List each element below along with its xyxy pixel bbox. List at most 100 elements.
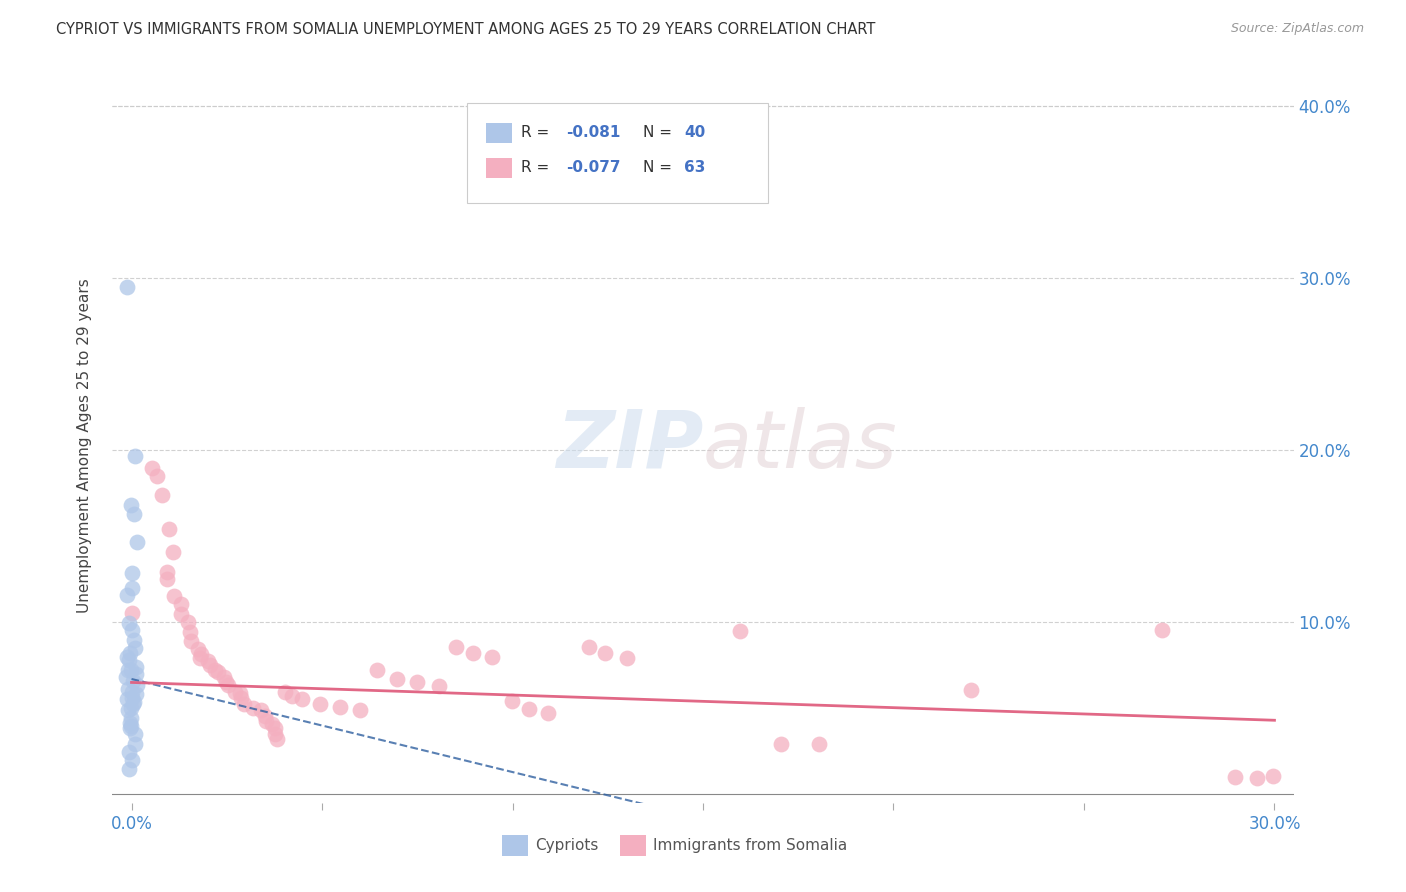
Text: -0.081: -0.081 (567, 125, 620, 139)
Point (125, 687, 148, 701)
Point (406, 675, 429, 690)
Point (207, 665, 229, 680)
Point (179, 625, 201, 640)
Point (170, 607, 193, 621)
Point (232, 697, 254, 711)
Point (366, 663, 388, 677)
Point (229, 686, 252, 700)
Point (117, 682, 139, 697)
Point (121, 607, 143, 621)
Bar (485, 159, 512, 178)
Point (190, 648, 212, 662)
Point (501, 693, 523, 707)
Point (808, 737, 831, 751)
Point (120, 701, 142, 715)
Point (115, 670, 138, 684)
Point (118, 721, 141, 735)
Point (120, 498, 142, 512)
Point (253, 709, 276, 723)
Point (125, 660, 148, 674)
Text: N =: N = (643, 125, 676, 139)
Point (728, 624, 751, 639)
Point (125, 666, 148, 681)
Bar (485, 123, 512, 143)
Point (141, 461, 163, 475)
Text: Source: ZipAtlas.com: Source: ZipAtlas.com (1230, 22, 1364, 36)
Point (117, 704, 139, 718)
Point (385, 672, 408, 686)
Point (197, 654, 219, 668)
Text: 40: 40 (685, 125, 706, 139)
Point (156, 572, 179, 586)
Point (124, 449, 146, 463)
Point (121, 684, 143, 698)
Point (150, 488, 173, 502)
Point (960, 683, 983, 698)
Point (125, 678, 148, 692)
Point (163, 589, 186, 603)
Point (329, 699, 352, 714)
Point (118, 745, 141, 759)
Point (118, 762, 141, 776)
Point (224, 685, 246, 699)
Point (124, 727, 146, 741)
Text: -0.077: -0.077 (567, 161, 620, 175)
Point (264, 727, 287, 741)
Point (177, 615, 200, 629)
Point (229, 691, 252, 706)
Point (157, 522, 180, 536)
Text: 63: 63 (685, 161, 706, 175)
Text: R =: R = (522, 125, 554, 139)
Point (124, 641, 146, 656)
Point (120, 715, 142, 730)
Point (125, 534, 148, 549)
Point (309, 697, 332, 711)
Point (188, 651, 211, 665)
Point (204, 663, 226, 677)
Point (121, 581, 143, 595)
Point (214, 670, 236, 684)
Text: R =: R = (522, 161, 554, 175)
Point (349, 703, 371, 717)
Point (117, 663, 139, 677)
Point (180, 634, 202, 648)
Point (215, 675, 238, 690)
Point (124, 694, 146, 708)
Bar (502, 835, 529, 856)
Point (481, 649, 503, 664)
Point (120, 646, 142, 660)
Point (217, 678, 239, 692)
Point (121, 623, 143, 637)
Point (121, 566, 143, 581)
Point (1225, 770, 1247, 784)
Point (122, 697, 145, 711)
Point (198, 658, 221, 673)
Point (242, 701, 264, 715)
Point (117, 691, 139, 706)
Point (266, 731, 288, 746)
Point (249, 704, 271, 718)
Point (444, 640, 467, 654)
Point (121, 691, 143, 706)
Point (274, 685, 297, 699)
Point (616, 651, 638, 665)
Point (291, 691, 314, 706)
Point (769, 737, 792, 751)
Text: Immigrants from Somalia: Immigrants from Somalia (654, 838, 848, 853)
Text: N =: N = (643, 161, 676, 175)
Point (121, 673, 143, 688)
Point (1263, 769, 1285, 783)
Point (162, 545, 184, 559)
Point (169, 597, 191, 611)
Y-axis label: Unemployment Among Ages 25 to 29 years: Unemployment Among Ages 25 to 29 years (77, 278, 91, 614)
Point (461, 646, 484, 660)
Point (260, 717, 283, 731)
Point (115, 280, 138, 294)
Point (120, 718, 142, 732)
FancyBboxPatch shape (467, 103, 768, 203)
Point (537, 706, 560, 720)
Text: Cypriots: Cypriots (536, 838, 599, 853)
Point (517, 702, 540, 716)
Text: CYPRIOT VS IMMIGRANTS FROM SOMALIA UNEMPLOYMENT AMONG AGES 25 TO 29 YEARS CORREL: CYPRIOT VS IMMIGRANTS FROM SOMALIA UNEMP… (56, 22, 876, 37)
Bar (620, 835, 647, 856)
